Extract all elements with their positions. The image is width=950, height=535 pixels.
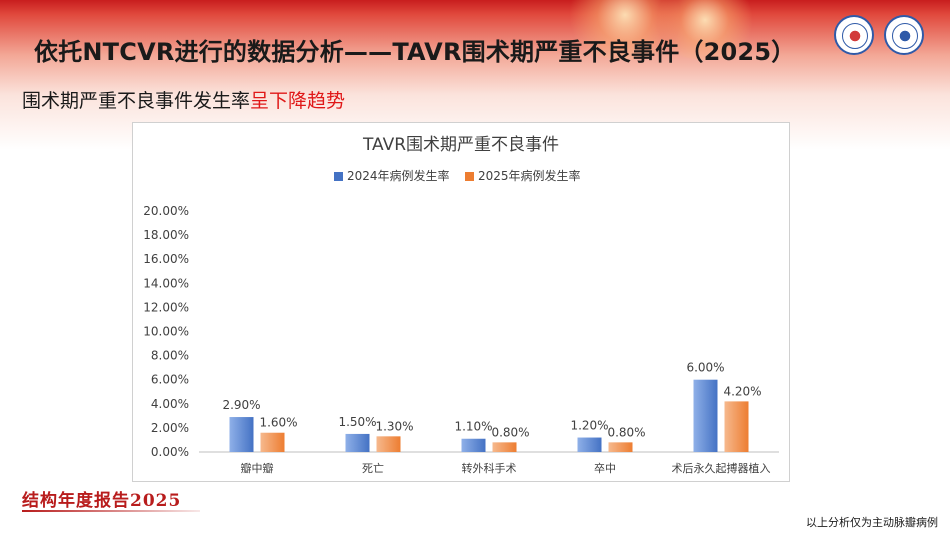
chart-container: TAVR围术期严重不良事件 2024年病例发生率 2025年病例发生率 0.00% 2.… [132,122,790,482]
slide-title: 依托NTCVR进行的数据分析——TAVR围术期严重不良事件（2025） [34,38,796,66]
subtitle-highlight: 呈下降趋势 [250,90,346,112]
legend-swatch-2 [465,172,474,181]
y-tick-label: 8.00% [151,349,189,363]
bar-2024 [345,433,370,452]
y-tick-label: 20.00% [143,204,189,218]
subtitle-text: 围术期严重不良事件发生率 [22,90,251,112]
data-label: 6.00% [686,361,724,375]
x-tick-label: 死亡 [362,461,384,475]
legend-label-1: 2024年病例发生率 [347,168,450,183]
slide-subtitle: 围术期严重不良事件发生率呈下降趋势 [22,86,345,113]
x-tick-label: 瓣中瓣 [241,461,274,475]
y-tick-label: 18.00% [143,228,189,242]
data-label: 1.20% [570,419,608,433]
data-label: 0.80% [491,425,529,439]
footnote: 以上分析仅为主动脉瓣病例 [806,516,938,529]
bar-2024 [229,417,254,452]
bar-chart: TAVR围术期严重不良事件 2024年病例发生率 2025年病例发生率 0.00% 2.… [143,135,779,475]
bar-2025 [608,442,633,452]
y-tick-label: 14.00% [143,276,189,290]
legend-label-2: 2025年病例发生率 [478,168,581,183]
y-tick-label: 4.00% [151,397,189,411]
y-tick-label: 10.00% [143,325,189,339]
data-label: 1.60% [259,416,297,430]
bar-2025 [492,442,517,452]
report-underline [22,510,200,512]
data-label: 1.10% [454,420,492,434]
data-label: 1.50% [338,415,376,429]
report-label: 结构年度报告2025 [22,491,182,511]
data-label: 0.80% [607,425,645,439]
y-tick-label: 12.00% [143,300,189,314]
legend-swatch-1 [334,172,343,181]
hospital-logo-left [834,15,874,55]
data-label: 1.30% [375,419,413,433]
bar-2024 [693,379,718,452]
hospital-logo-right [884,15,924,55]
data-label: 2.90% [222,398,260,412]
bar-2025 [260,432,285,452]
y-tick-label: 6.00% [151,373,189,387]
x-tick-label: 术后永久起搏器植入 [672,461,771,475]
bar-2025 [376,436,401,452]
bar-2024 [577,437,602,452]
chart-title: TAVR围术期严重不良事件 [362,135,559,155]
data-label: 4.20% [723,384,761,398]
y-tick-label: 0.00% [151,445,189,459]
y-tick-label: 2.00% [151,421,189,435]
y-tick-label: 16.00% [143,252,189,266]
bar-2024 [461,438,486,452]
bar-2025 [724,401,749,452]
x-tick-label: 转外科手术 [462,461,517,475]
x-tick-label: 卒中 [594,461,616,475]
